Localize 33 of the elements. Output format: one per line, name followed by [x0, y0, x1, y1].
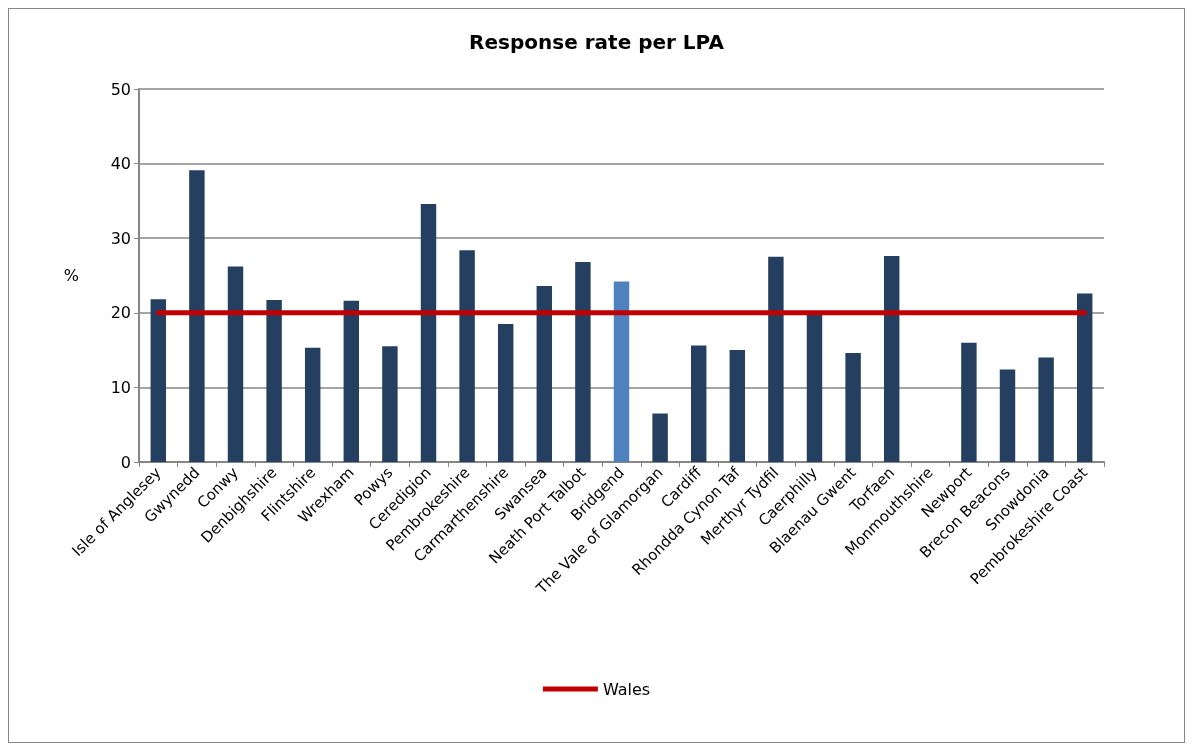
y-tick-label: 20 [110, 303, 131, 323]
bar [961, 342, 977, 462]
bar [768, 256, 784, 462]
bar [999, 369, 1016, 462]
y-tick-label: 50 [110, 79, 131, 99]
y-tick-label: 10 [110, 377, 131, 397]
bar [304, 347, 321, 462]
bar [343, 300, 360, 462]
bar [575, 262, 591, 462]
bar [150, 299, 167, 462]
bar [729, 350, 746, 462]
y-axis-title: % [63, 266, 79, 285]
bar [420, 203, 437, 462]
bar [1076, 293, 1093, 462]
bar [382, 346, 398, 462]
bar [652, 413, 668, 462]
bar [1038, 357, 1054, 462]
legend-label: Wales [602, 679, 651, 699]
y-tick-label: 40 [110, 154, 131, 174]
bar [613, 281, 630, 462]
bar [227, 266, 244, 462]
bar [690, 345, 707, 462]
bar [497, 323, 514, 462]
bar [266, 300, 282, 462]
bar [189, 170, 205, 462]
bar [883, 256, 900, 462]
bar [536, 285, 553, 462]
bar [845, 353, 861, 462]
y-tick-label: 30 [110, 228, 131, 248]
bar [459, 250, 475, 462]
bar [806, 315, 823, 462]
chart-title: Response rate per LPA [469, 30, 725, 54]
y-tick-label: 0 [120, 452, 131, 472]
